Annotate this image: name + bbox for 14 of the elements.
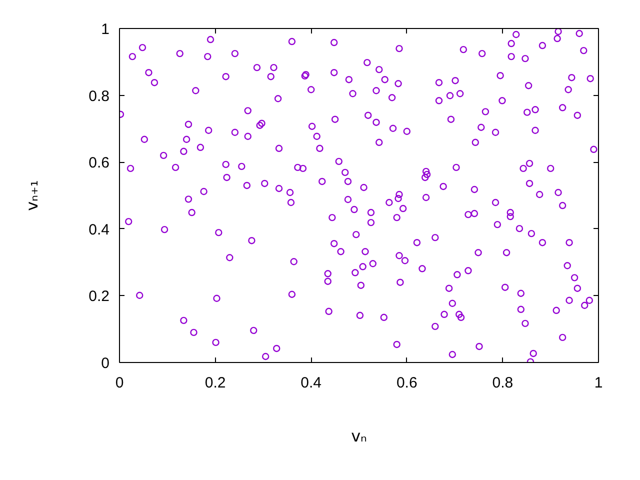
y-tick-label: 0.4 [88, 221, 110, 238]
y-tick-label: 0 [101, 355, 110, 372]
y-tick-label: 0.2 [88, 288, 110, 306]
x-tick-label: 0 [115, 374, 124, 392]
x-tick-label: 0.8 [492, 374, 514, 392]
x-tick-label: 1 [594, 374, 603, 392]
y-tick-label: 0.6 [88, 154, 110, 172]
x-tick-label: 0.4 [300, 374, 322, 392]
y-tick-label: 0.8 [88, 88, 110, 105]
x-axis-title: vₙ [351, 426, 367, 446]
x-tick-label: 0.6 [396, 374, 418, 392]
y-axis-title: vₙ₊₁ [22, 180, 42, 211]
x-tick-label: 0.2 [204, 374, 226, 392]
y-tick-label: 1 [101, 21, 110, 38]
